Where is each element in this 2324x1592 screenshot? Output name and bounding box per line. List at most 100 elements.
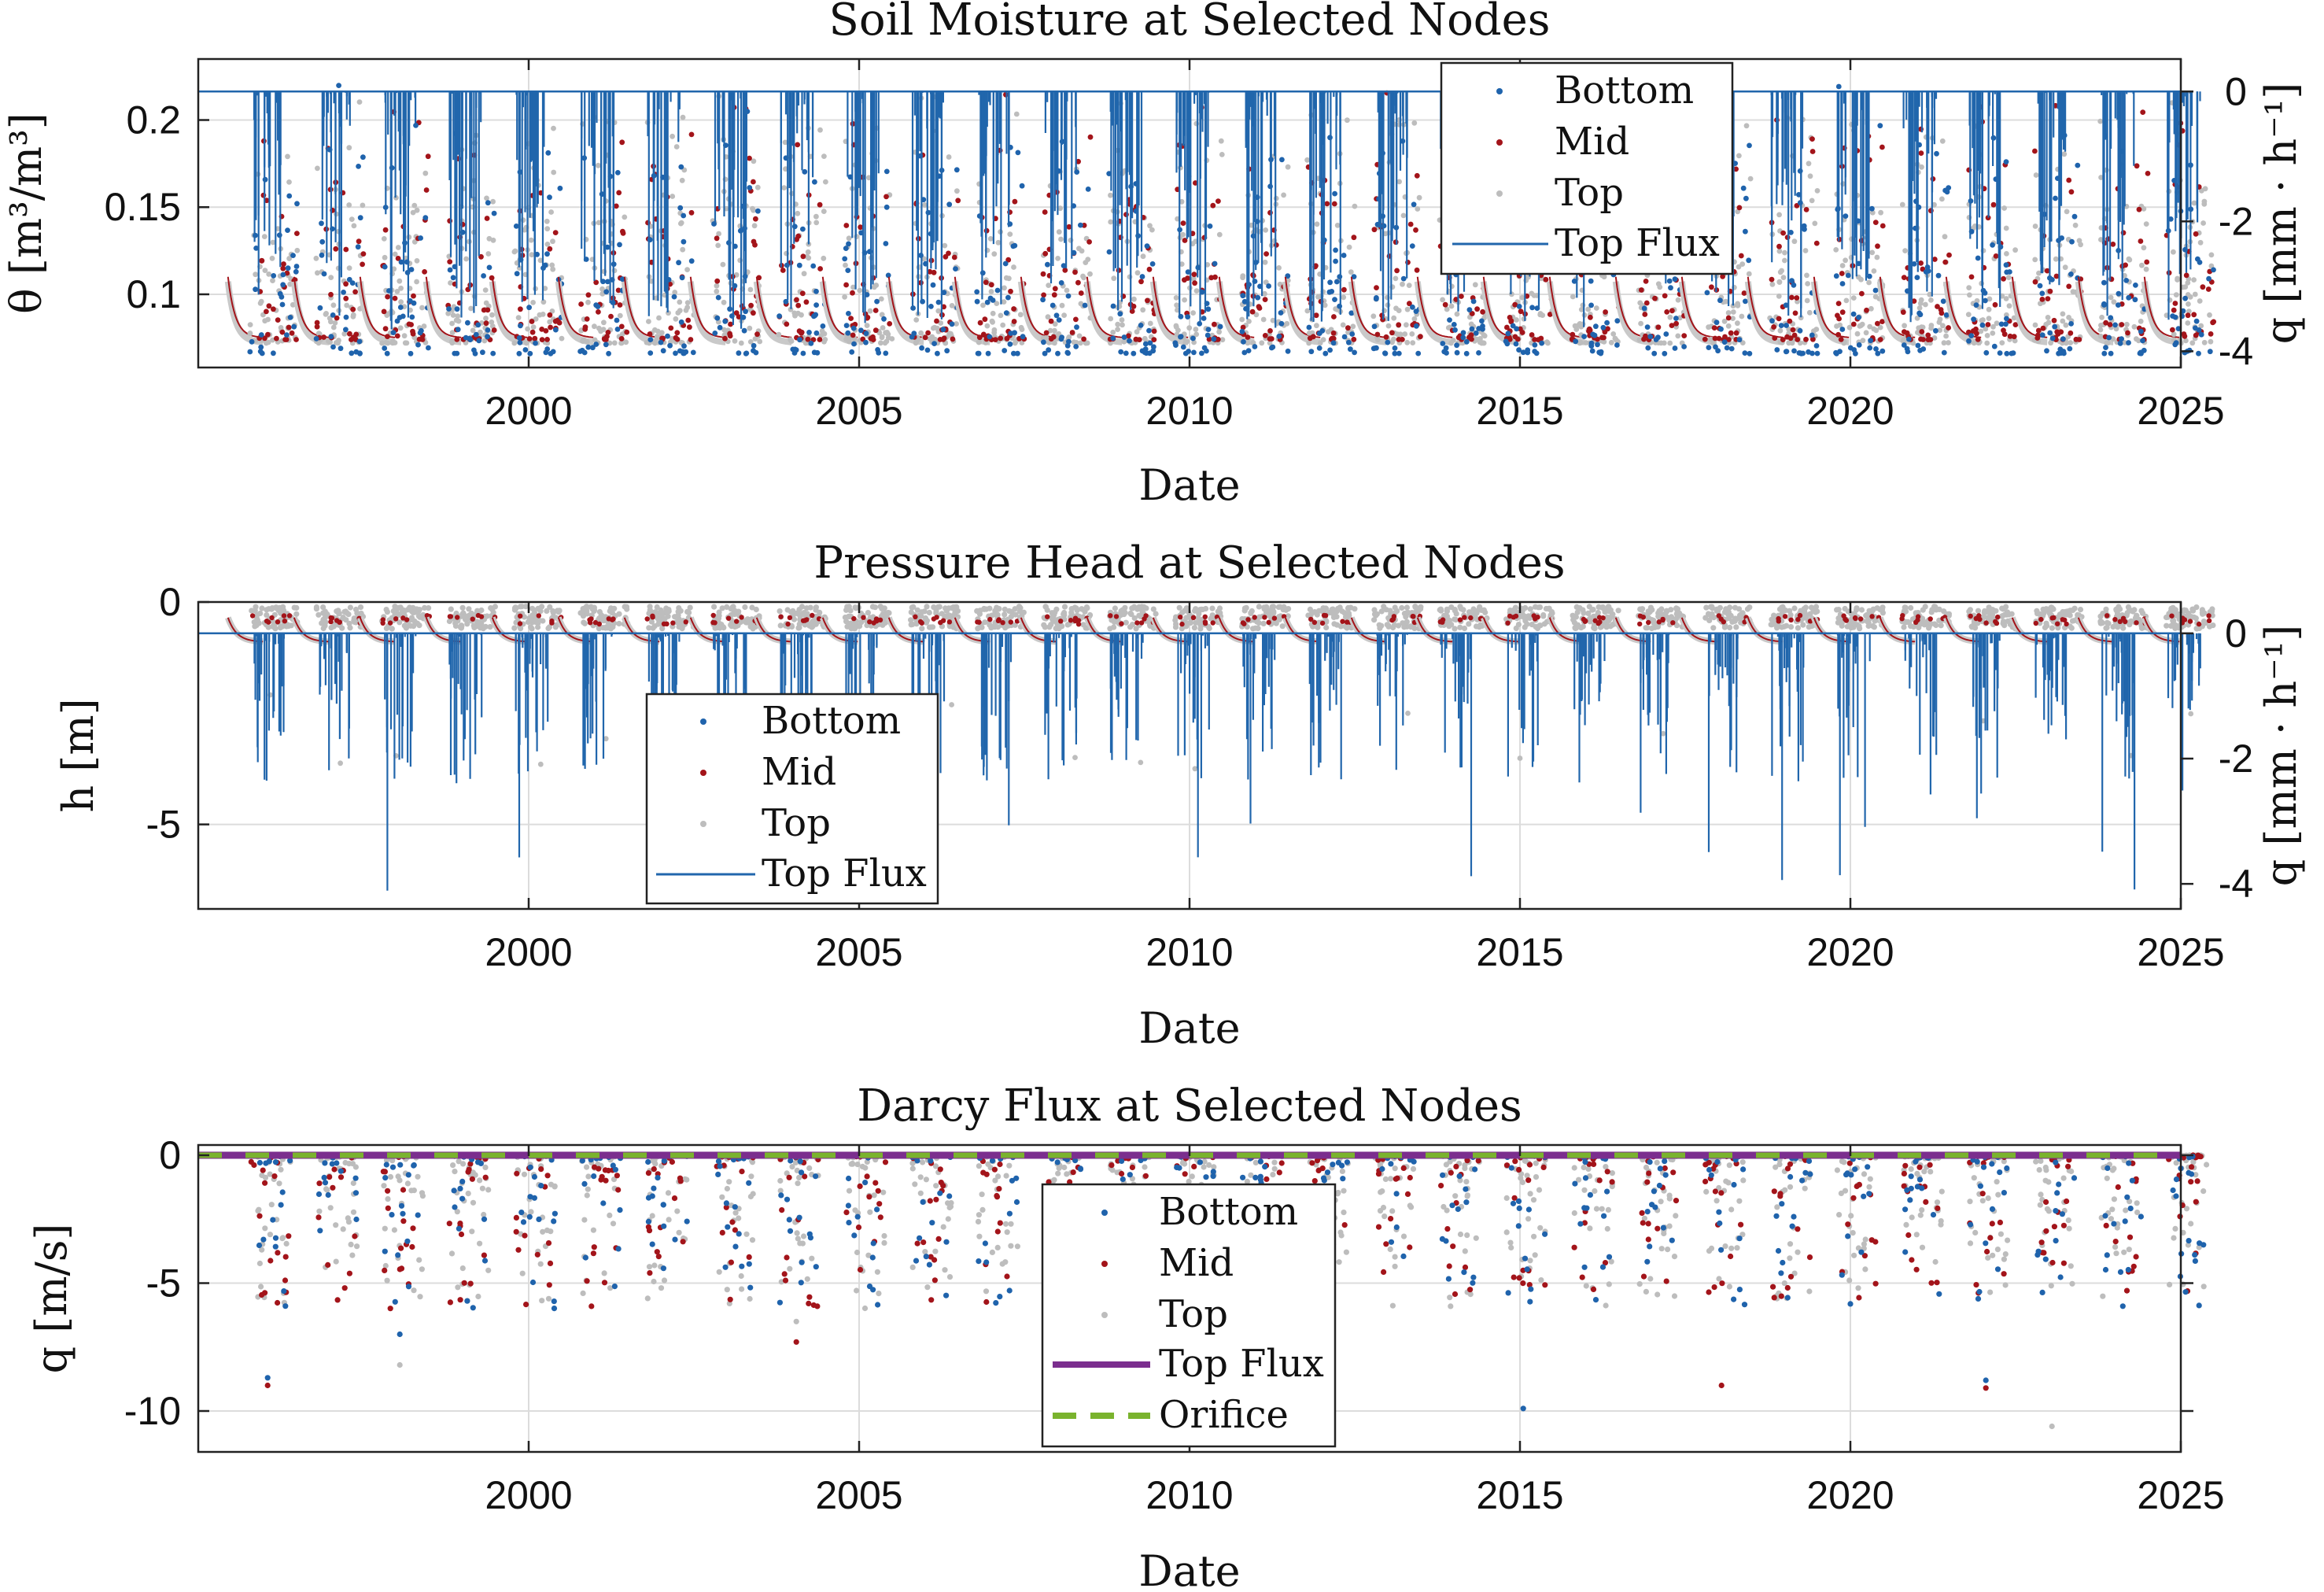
top-point [1440, 341, 1446, 346]
mid-point [1442, 301, 1448, 308]
bottom-point [2141, 245, 2147, 251]
top-point [1991, 343, 1998, 349]
mid-point [887, 321, 893, 327]
mid-point [1835, 331, 1842, 338]
mid-point [734, 619, 740, 624]
top-point [1975, 255, 1981, 261]
bottom-point [2097, 327, 2104, 333]
mid-point [1875, 243, 1880, 249]
bottom-point [1087, 271, 1093, 277]
mid-point [1256, 304, 1262, 310]
top-point [1341, 253, 1347, 258]
bottom-point [485, 251, 492, 257]
mid-point [2047, 288, 2053, 294]
mid-point [593, 279, 599, 286]
top-point [1447, 317, 1452, 323]
bottom-point [1739, 261, 1746, 267]
bottom-point [1814, 188, 1820, 194]
top-point [1400, 275, 1407, 282]
bottom-point [715, 242, 721, 249]
top-point [647, 350, 654, 356]
mid-point [1480, 308, 1485, 315]
bottom-point [421, 323, 427, 329]
mid-point [937, 337, 943, 342]
mid-point [946, 250, 951, 257]
top-point [2060, 336, 2066, 342]
top-point [452, 622, 459, 630]
mid-point [279, 329, 286, 335]
mid-point [549, 618, 555, 624]
top-point [418, 235, 423, 241]
top-point [1839, 281, 1846, 286]
top-point [279, 623, 285, 630]
top-point [711, 604, 717, 610]
top-point [290, 253, 296, 258]
panel1-legend: Bottom Mid Top Top Flux [1440, 61, 1734, 275]
bottom-point [918, 330, 924, 336]
top-recession-curve [819, 281, 858, 345]
top-point [273, 604, 279, 611]
bottom-point [611, 340, 618, 346]
top-point [2211, 267, 2216, 273]
pressure-head-panel: Pressure Head at Selected Nodes -50 -4-2… [53, 537, 2306, 1053]
bottom-point [2191, 277, 2197, 283]
bottom-point [2191, 200, 2197, 206]
bottom-point [2124, 321, 2130, 327]
top-point [2126, 294, 2132, 301]
bottom-point [533, 316, 539, 322]
top-point [317, 305, 323, 311]
bottom-point [1984, 333, 1990, 338]
top-point [1783, 349, 1789, 355]
bottom-point [949, 303, 955, 308]
bottom-point [490, 237, 496, 243]
bottom-point [1735, 320, 1740, 327]
mid-point [1215, 198, 1221, 204]
bottom-point [516, 265, 522, 271]
mid-point [992, 337, 998, 342]
mid-point [1041, 292, 1046, 298]
mid-point [596, 309, 601, 315]
bottom-point [1052, 340, 1057, 346]
top-point [808, 340, 814, 346]
bottom-point [1263, 227, 1269, 233]
top-point [513, 223, 519, 229]
bottom-point [2197, 239, 2204, 246]
mid-point [1794, 295, 1800, 301]
top-point [1463, 350, 1470, 356]
bottom-point [2200, 220, 2207, 226]
top-point [454, 306, 460, 312]
top-point [1644, 324, 1651, 330]
top-point [919, 626, 925, 632]
bottom-point [935, 308, 942, 314]
mid-point [552, 318, 559, 324]
top-point [924, 347, 931, 353]
bottom-point [913, 317, 920, 323]
bottom-point [2138, 318, 2144, 324]
mid-point [1263, 251, 1269, 257]
top-point [1740, 185, 1747, 191]
bottom-point [2005, 275, 2012, 280]
top-point [941, 290, 947, 296]
mid-point [1145, 297, 1150, 304]
bottom-point [551, 125, 556, 131]
mid-point [861, 615, 866, 620]
top-point [984, 299, 990, 305]
top-point [1319, 328, 1326, 334]
mid-point [617, 302, 623, 308]
top-point [811, 313, 817, 320]
top-point [2182, 295, 2189, 301]
top-point [673, 350, 678, 356]
top-point [810, 263, 817, 269]
bottom-point [313, 255, 319, 261]
mid-point [1919, 329, 1925, 334]
mid-point [2193, 231, 2199, 237]
top-point [343, 314, 349, 320]
top-point [291, 604, 297, 611]
top-point [2053, 195, 2058, 201]
right-y-tick-label: -4 [2219, 329, 2253, 373]
bottom-point [1394, 331, 1400, 337]
top-point [976, 350, 982, 356]
bottom-point [449, 338, 455, 345]
mid-point [2068, 330, 2074, 336]
mid-point [685, 317, 692, 323]
